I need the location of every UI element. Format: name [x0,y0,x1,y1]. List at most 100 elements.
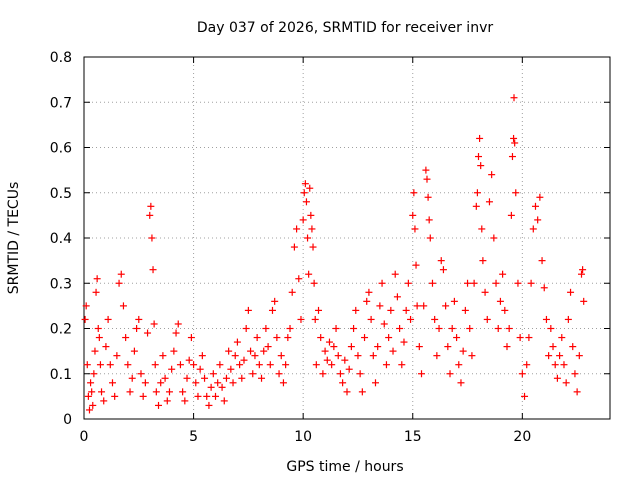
data-point [496,297,504,305]
data-point [412,261,420,269]
data-point [170,347,178,355]
data-point [426,234,434,242]
data-point [108,379,116,387]
data-point [185,356,193,364]
data-point [332,325,340,332]
data-point [304,234,312,242]
y-tick-label: 0 [63,412,72,428]
data-point [547,325,555,332]
data-point [297,315,305,323]
data-point [516,334,524,342]
data-point [387,306,395,314]
y-tick-label: 0.3 [50,276,72,292]
x-axis-label: GPS time / hours [286,459,403,475]
data-point [242,325,250,332]
data-point [251,352,259,360]
data-point [341,356,349,364]
data-point [389,347,397,355]
data-point [183,374,191,382]
data-point [476,134,484,142]
data-point [84,392,92,400]
data-point [151,361,159,369]
data-point [194,392,202,400]
data-point [527,279,535,287]
data-point [93,275,101,283]
data-point [130,347,138,355]
data-point [531,202,539,210]
data-point [569,343,577,351]
data-point [391,270,399,278]
data-point [293,225,301,233]
data-point [508,153,516,161]
data-point [168,365,176,373]
data-point [343,388,351,396]
data-point [363,297,371,305]
y-tick-label: 0.5 [50,186,72,202]
data-point [545,352,553,360]
data-point [538,257,546,265]
data-point [521,392,529,400]
data-point [218,383,226,391]
data-point [578,270,586,278]
data-point [321,347,329,355]
data-point [542,315,550,323]
data-point [523,361,531,369]
data-point [95,334,103,342]
data-point [277,352,285,360]
data-point [549,343,557,351]
data-point [117,270,125,278]
data-point [161,374,169,382]
data-point [575,352,583,360]
data-point [507,211,515,219]
data-point [339,379,347,387]
data-point [473,189,481,197]
data-point [187,334,195,342]
data-point [311,315,319,323]
data-point [437,257,445,265]
data-point [273,334,281,342]
data-point [124,361,132,369]
data-point [81,315,89,323]
y-tick-label: 0.2 [50,322,72,338]
data-point [137,370,145,378]
data-point [439,266,447,274]
data-point [470,279,478,287]
data-point [249,370,257,378]
data-point [444,343,452,351]
data-point [106,361,114,369]
data-point [422,166,430,174]
data-point [255,361,263,369]
y-tick-label: 0.4 [50,231,72,247]
data-point [212,392,219,400]
data-point [266,361,274,369]
data-point [477,162,485,170]
data-point [374,343,382,351]
data-point [209,370,217,378]
data-point [222,374,230,382]
y-tick-label: 0.8 [50,50,72,66]
x-tick-label: 20 [513,429,531,445]
data-point [286,325,294,332]
data-point [238,374,246,382]
data-point [253,334,261,342]
data-point [431,315,439,323]
data-point [240,356,248,364]
data-point [133,325,141,332]
x-tick-label: 0 [80,429,89,445]
data-point [139,392,147,400]
data-point [83,361,91,369]
data-point [413,302,421,310]
data-point [428,279,436,287]
data-point [402,306,410,314]
data-point [258,374,266,382]
data-point [490,234,498,242]
data-point [347,343,355,351]
data-point [371,379,379,387]
data-point [113,352,121,360]
data-point [92,288,100,296]
data-point [207,383,215,391]
data-point [172,329,180,337]
data-point [560,361,568,369]
axes [83,56,611,420]
